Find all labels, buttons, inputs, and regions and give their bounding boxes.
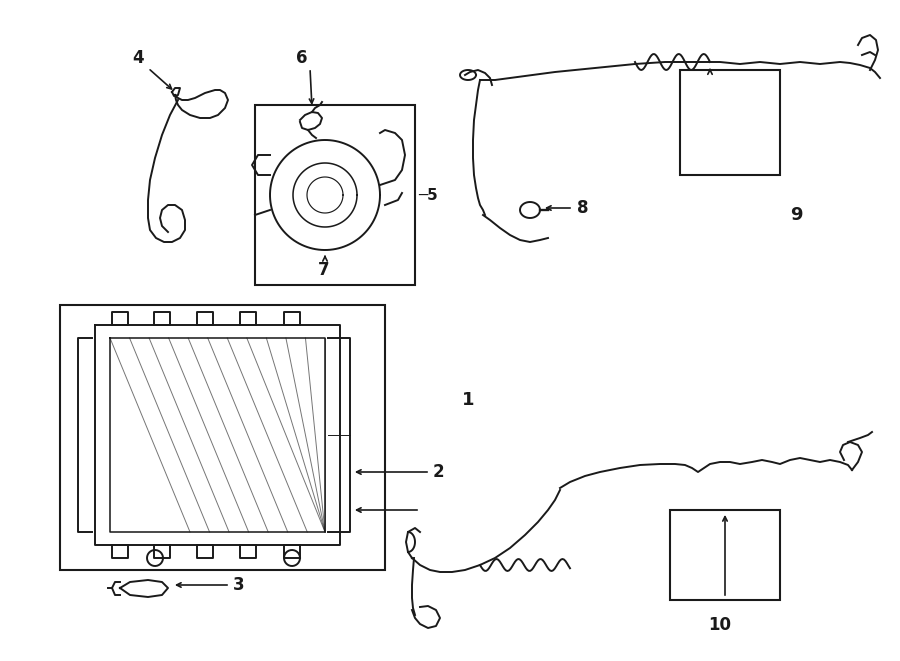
Bar xyxy=(670,510,780,600)
Text: 2: 2 xyxy=(433,463,445,481)
Text: 9: 9 xyxy=(790,206,803,224)
Text: 3: 3 xyxy=(233,576,245,594)
Text: ─5: ─5 xyxy=(418,188,437,202)
Bar xyxy=(60,305,385,570)
Text: 7: 7 xyxy=(318,261,329,279)
Text: 1: 1 xyxy=(462,391,474,409)
Text: 4: 4 xyxy=(132,49,144,67)
Bar xyxy=(680,70,780,175)
Text: 10: 10 xyxy=(708,616,732,634)
Text: 6: 6 xyxy=(296,49,308,67)
Bar xyxy=(255,105,415,285)
Text: 8: 8 xyxy=(577,199,589,217)
